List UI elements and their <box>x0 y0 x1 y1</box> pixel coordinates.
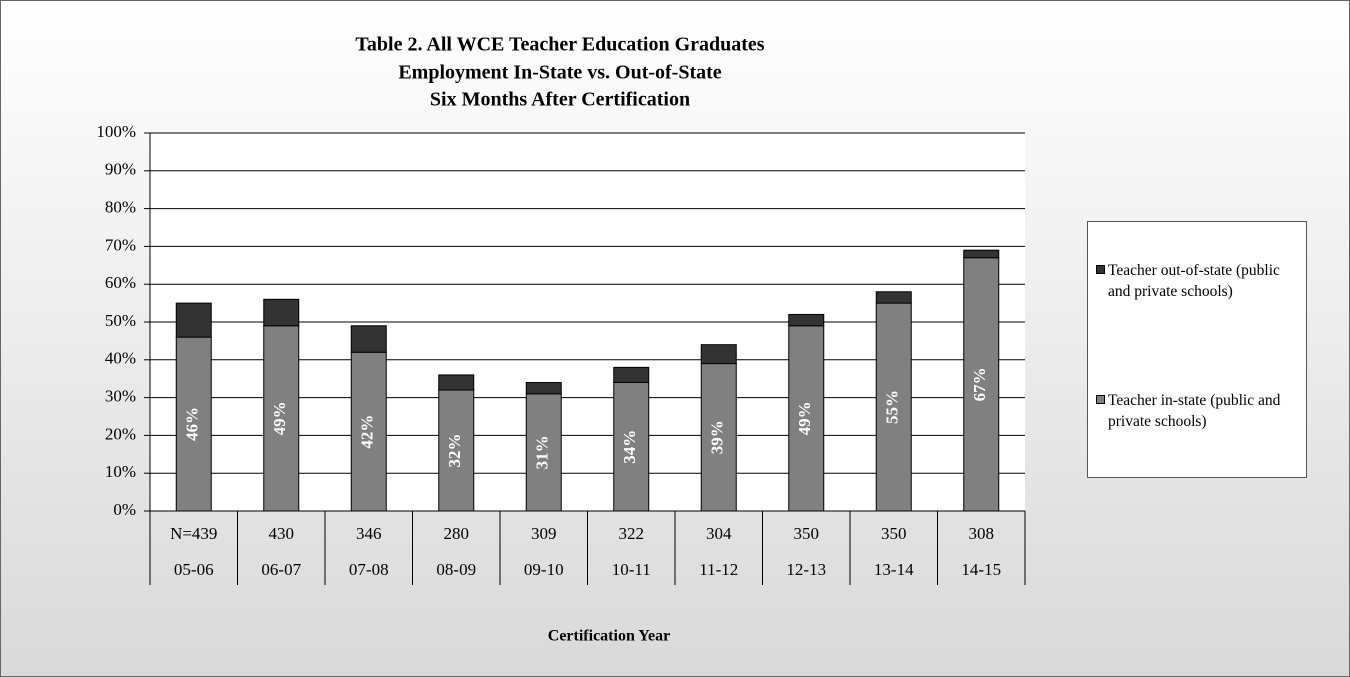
x-tick-label: 11-12 <box>699 560 738 579</box>
bar-segment <box>525 393 562 512</box>
bar-segment <box>613 366 650 383</box>
y-tick-label: 70% <box>105 235 136 254</box>
x-count-label: 346 <box>356 524 382 543</box>
y-tick-label: 0% <box>113 500 136 519</box>
bar-segment <box>525 381 562 395</box>
data-label: 67% <box>970 367 989 401</box>
legend-swatch <box>1096 395 1105 404</box>
bar-segment <box>175 302 212 338</box>
bar-segment <box>438 389 475 512</box>
bar-segment <box>963 249 1000 259</box>
bar-segment <box>263 298 300 327</box>
y-tick-label: 50% <box>105 311 136 330</box>
data-label: 32% <box>445 434 464 468</box>
bar-segment <box>963 257 1000 512</box>
y-tick-label: 10% <box>105 462 136 481</box>
legend-label: Teacher in-state (public and private sch… <box>1108 392 1281 430</box>
x-tick-label: 13-14 <box>874 560 914 579</box>
data-label: 31% <box>533 435 552 469</box>
chart-title: Six Months After Certification <box>430 89 690 111</box>
bar-segment <box>788 313 825 327</box>
y-tick-label: 30% <box>105 387 136 406</box>
x-tick-label: 08-09 <box>436 560 476 579</box>
x-count-label: 308 <box>969 524 995 543</box>
data-label: 55% <box>883 390 902 424</box>
data-label: 46% <box>183 407 202 441</box>
legend: Teacher out-of-state (public and private… <box>1087 221 1307 478</box>
x-tick-label: 06-07 <box>261 560 301 579</box>
bar-segment <box>350 351 387 512</box>
x-count-label: 430 <box>269 524 295 543</box>
chart-title: Table 2. All WCE Teacher Education Gradu… <box>355 34 764 56</box>
x-tick-label: 07-08 <box>349 560 389 579</box>
bar-segment <box>700 363 737 512</box>
bar-segment <box>700 344 737 365</box>
bar-segment <box>438 374 475 391</box>
bar-segment <box>263 325 300 512</box>
data-label: 39% <box>708 420 727 454</box>
data-label: 42% <box>358 415 377 449</box>
y-tick-label: 60% <box>105 273 136 292</box>
x-tick-label: 09-10 <box>524 560 564 579</box>
x-count-label: 304 <box>706 524 732 543</box>
x-tick-label: 05-06 <box>174 560 214 579</box>
bar-segment <box>788 325 825 512</box>
x-count-label: 309 <box>531 524 557 543</box>
data-label: 34% <box>620 430 639 464</box>
bar-segment <box>175 336 212 512</box>
x-tick-label: 14-15 <box>961 560 1001 579</box>
y-tick-label: 100% <box>96 122 136 141</box>
y-tick-label: 40% <box>105 349 136 368</box>
legend-entry: Teacher out-of-state (public and private… <box>1096 260 1301 302</box>
bar-segment <box>350 325 387 353</box>
bar-segment <box>875 302 912 512</box>
legend-label: Teacher out-of-state (public and private… <box>1108 262 1280 300</box>
x-count-label: N=439 <box>170 524 217 543</box>
x-count-label: 350 <box>794 524 820 543</box>
y-tick-label: 80% <box>105 198 136 217</box>
y-tick-label: 20% <box>105 424 136 443</box>
data-label: 49% <box>270 401 289 435</box>
x-tick-label: 10-11 <box>612 560 651 579</box>
data-label: 49% <box>795 401 814 435</box>
chart-title: Employment In-State vs. Out-of-State <box>398 62 721 84</box>
y-tick-label: 90% <box>105 160 136 179</box>
bar-segment <box>875 291 912 304</box>
legend-swatch <box>1096 265 1105 274</box>
legend-entry: Teacher in-state (public and private sch… <box>1096 390 1301 432</box>
x-count-label: 322 <box>619 524 645 543</box>
x-count-label: 350 <box>881 524 907 543</box>
x-tick-label: 12-13 <box>786 560 826 579</box>
x-axis-title: Certification Year <box>548 628 670 645</box>
x-count-label: 280 <box>444 524 470 543</box>
